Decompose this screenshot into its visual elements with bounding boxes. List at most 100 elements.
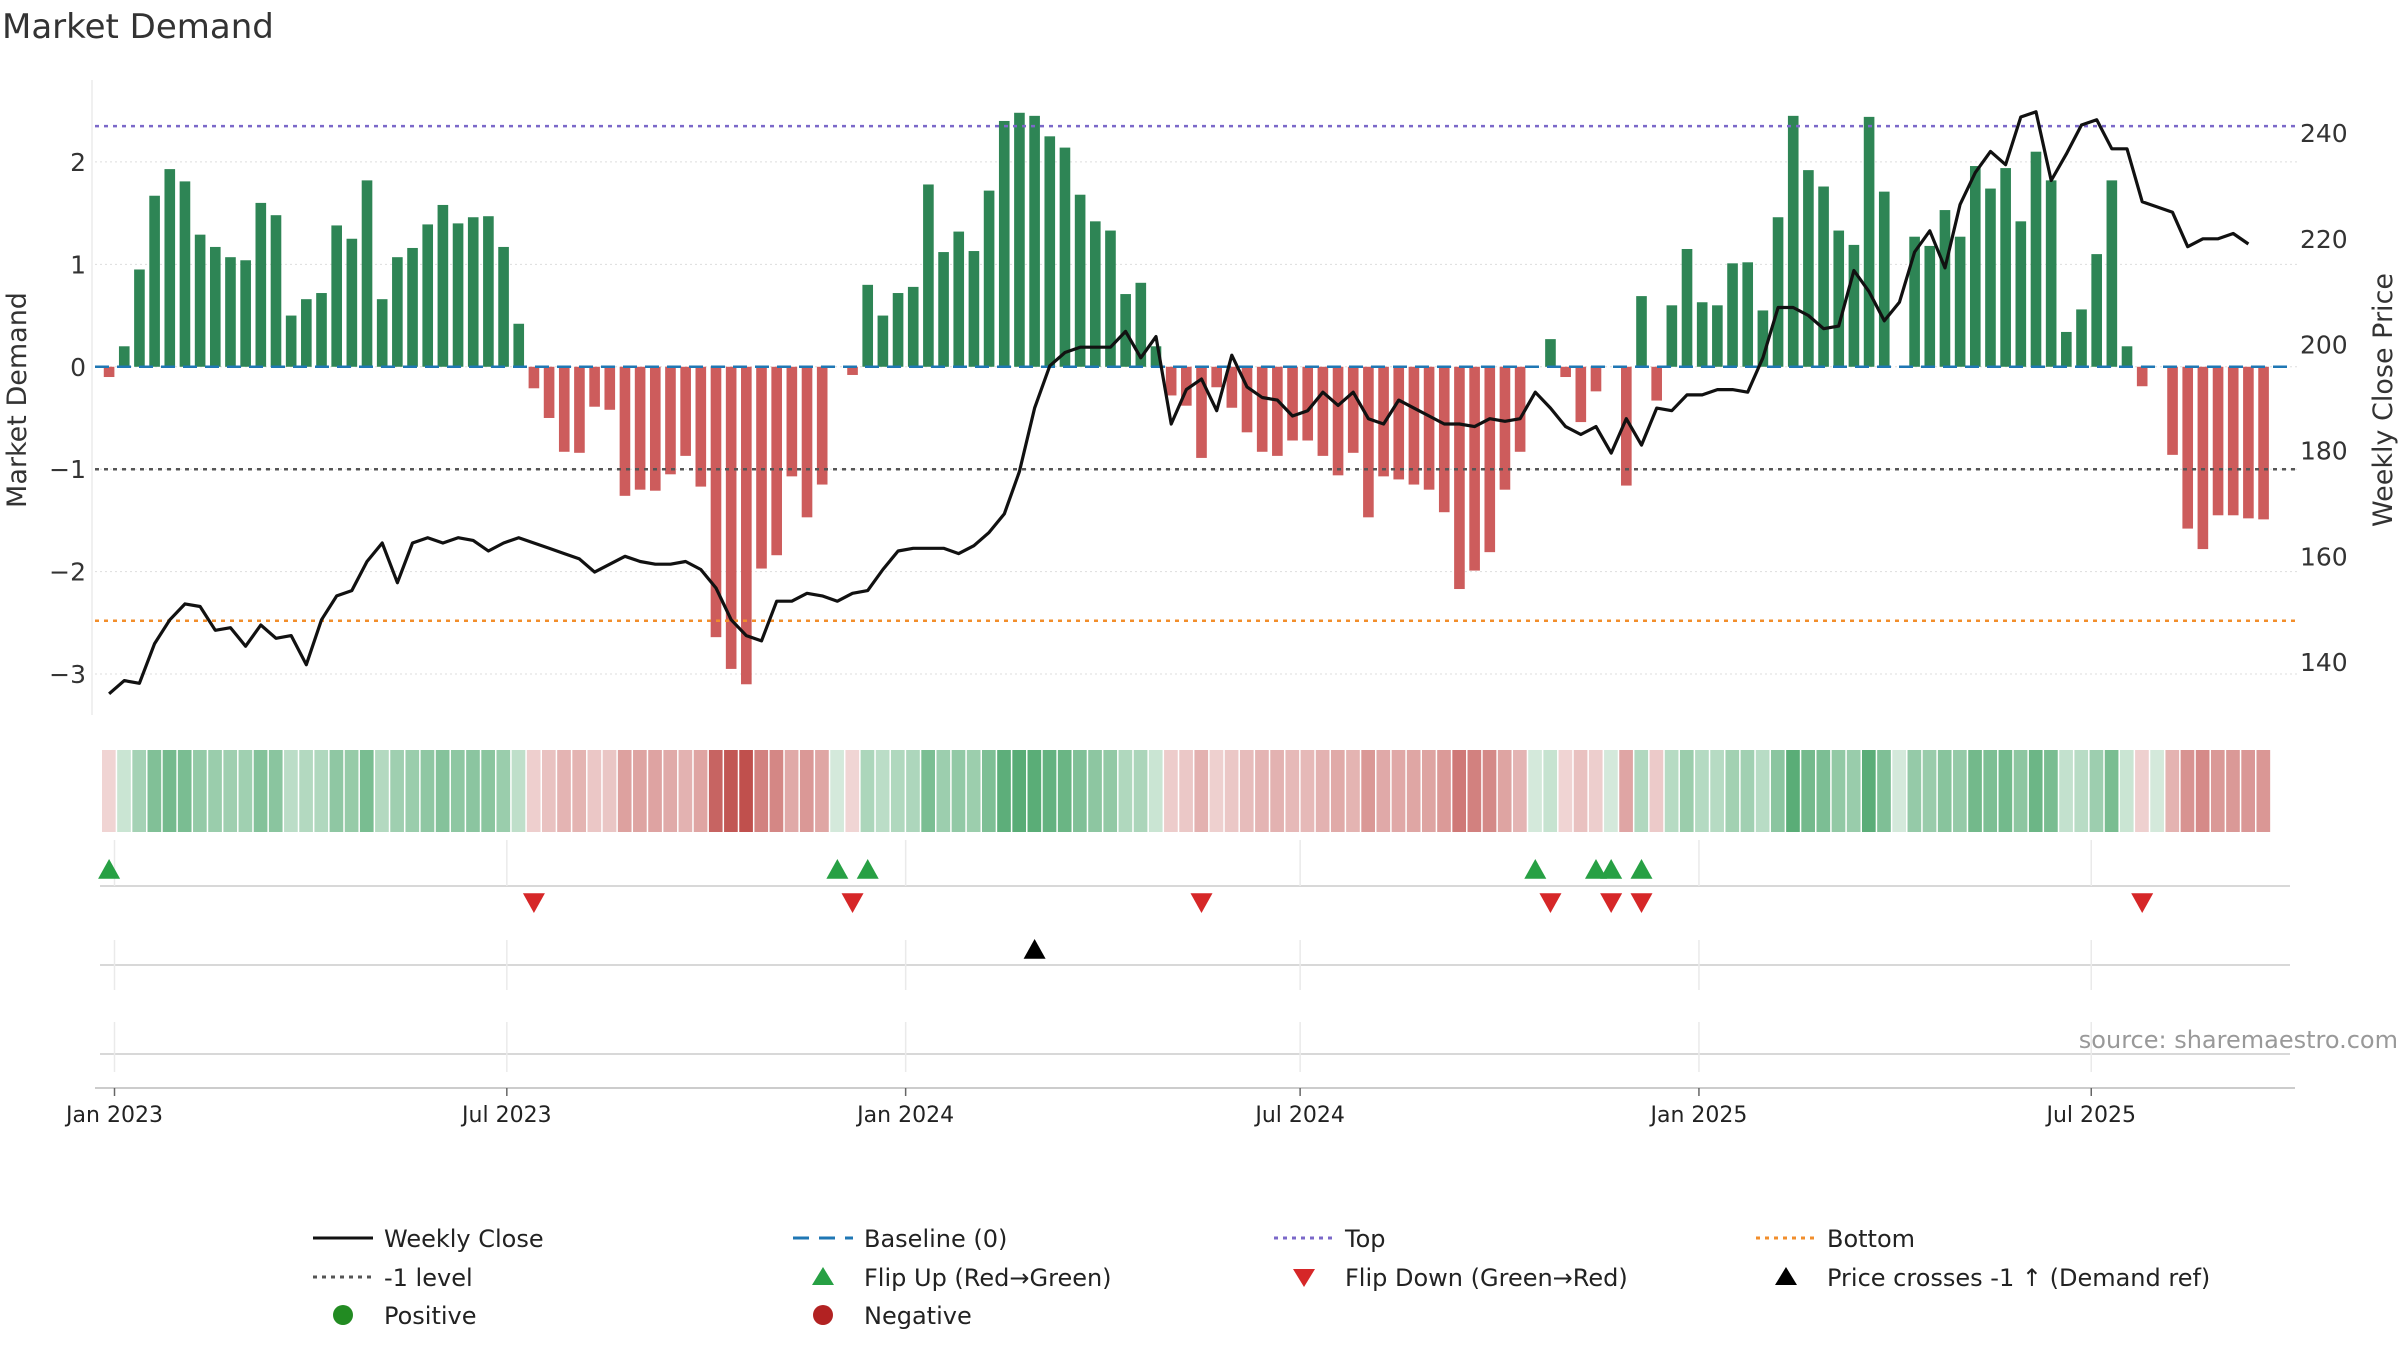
right-tick-label: 140 xyxy=(2300,648,2348,677)
strip-cell xyxy=(1437,750,1451,832)
demand-bar xyxy=(2243,366,2254,519)
strip-cell xyxy=(359,750,374,832)
demand-bar xyxy=(1302,366,1314,441)
demand-bar xyxy=(1454,366,1465,590)
strip-cell xyxy=(1179,750,1193,832)
strip-cell xyxy=(450,750,465,832)
strip-cell xyxy=(1118,750,1133,832)
flip-down-marker xyxy=(1539,893,1562,913)
strip-cell xyxy=(845,750,860,832)
strip-cell xyxy=(617,750,632,832)
strip-cell xyxy=(1725,750,1740,832)
x-axis: Jan 2023 Jul 2023 Jan 2024 Jul 2024 Jan 2025… xyxy=(64,1087,2295,1128)
demand-bar xyxy=(1484,366,1496,553)
demand-bar xyxy=(1393,366,1405,480)
strip-cell xyxy=(663,750,678,832)
strip-cell xyxy=(1042,750,1057,832)
strip-cell xyxy=(936,750,951,832)
demand-bar xyxy=(862,284,874,367)
demand-bar xyxy=(847,366,858,375)
flip-up-marker xyxy=(856,859,879,879)
demand-bar xyxy=(164,169,176,367)
strip-cell xyxy=(2210,750,2225,832)
demand-bar xyxy=(2000,168,2011,367)
strip-cell xyxy=(2256,750,2271,832)
strip-cell xyxy=(1862,750,1876,832)
demand-bar xyxy=(1347,366,1359,453)
demand-bar xyxy=(543,366,555,418)
strip-cell xyxy=(1194,750,1209,832)
demand-bar xyxy=(983,190,995,367)
strip-cell xyxy=(1027,750,1042,832)
strip-cell xyxy=(542,750,556,832)
demand-bar xyxy=(634,366,646,490)
right-tick-label: 160 xyxy=(2300,542,2348,571)
strip-cell xyxy=(253,750,268,832)
flip-down-marker xyxy=(1600,893,1623,913)
weekly-close-line-group xyxy=(108,110,2250,696)
demand-bar xyxy=(1985,188,1996,367)
strip-cell xyxy=(1664,750,1679,832)
legend-swatch-positive xyxy=(333,1305,353,1325)
demand-bar xyxy=(376,299,388,367)
flip-down-marker xyxy=(841,893,864,913)
demand-bar xyxy=(1924,245,1936,367)
strip-cell xyxy=(2241,750,2255,832)
strip-cell xyxy=(708,750,723,832)
demand-bar xyxy=(118,346,130,367)
right-tick-label: 180 xyxy=(2300,436,2348,465)
right-axis-label: Weekly Close Price xyxy=(2368,273,2399,527)
strip-cell xyxy=(890,750,905,832)
demand-bar xyxy=(741,366,752,685)
strip-cell xyxy=(1695,750,1709,832)
demand-bar xyxy=(103,366,115,378)
strip-cell xyxy=(1953,750,1967,832)
demand-bar xyxy=(1272,366,1283,456)
demand-bar xyxy=(513,323,525,367)
demand-bar xyxy=(1863,116,1875,367)
strip-cell xyxy=(132,750,147,832)
demand-bar xyxy=(361,180,373,367)
flip-up-marker xyxy=(1584,859,1607,879)
strip-cell xyxy=(1877,750,1891,832)
strip-cell xyxy=(1133,750,1148,832)
demand-bar xyxy=(255,202,267,367)
strip-cell xyxy=(678,750,693,832)
strip-cell xyxy=(875,750,890,832)
demand-bar xyxy=(710,366,722,638)
strip-cell xyxy=(2028,750,2043,832)
right-tick-label: 240 xyxy=(2300,119,2348,148)
strip-cell xyxy=(1937,750,1952,832)
strip-cell xyxy=(1740,750,1755,832)
demand-bar xyxy=(1651,366,1662,401)
demand-bar xyxy=(1818,186,1829,367)
strip-cell xyxy=(526,750,541,832)
strip-cell xyxy=(769,750,784,832)
strip-cell xyxy=(1998,750,2013,832)
strip-cell xyxy=(1816,750,1831,832)
strip-cell xyxy=(284,750,298,832)
strip-cell xyxy=(557,750,571,832)
strip-cell xyxy=(2119,750,2134,832)
strip-cell xyxy=(1452,750,1467,832)
demand-bar xyxy=(1772,217,1784,367)
demand-bar xyxy=(1545,339,1556,367)
strip-cell xyxy=(405,750,420,832)
demand-bar xyxy=(1969,166,1981,367)
strip-cell xyxy=(1619,750,1633,832)
strip-cell xyxy=(739,750,753,832)
strip-cell xyxy=(481,750,495,832)
strip-cell xyxy=(299,750,313,832)
strip-cell xyxy=(2180,750,2195,832)
demand-bar xyxy=(1241,366,1253,433)
strip-cell xyxy=(1057,750,1072,832)
strip-cell xyxy=(208,750,222,832)
demand-bar xyxy=(209,246,221,367)
demand-bar xyxy=(467,217,479,367)
strip-cell xyxy=(268,750,283,832)
strip-cell xyxy=(1376,750,1391,832)
strip-cell xyxy=(375,750,389,832)
demand-bar xyxy=(2106,180,2118,367)
legend-label-flip_down: Flip Down (Green→Red) xyxy=(1345,1264,1628,1292)
strip-cell xyxy=(1148,750,1163,832)
